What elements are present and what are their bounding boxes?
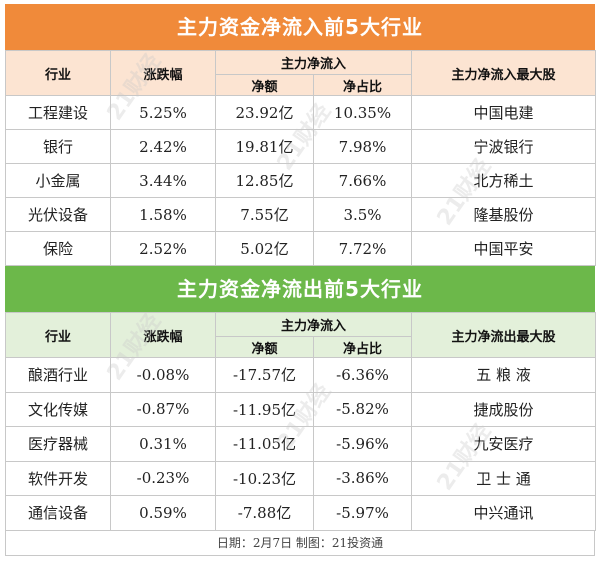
net-cell: -7.88亿 bbox=[215, 495, 314, 531]
header-industry: 行业 bbox=[5, 312, 111, 358]
header-main-inflow: 主力净流入 bbox=[214, 312, 413, 337]
ratio-cell: 3.5% bbox=[312, 197, 413, 232]
inflow-header-row: 行业 涨跌幅 主力净流入 主力净流入最大股 bbox=[5, 50, 597, 96]
ratio-cell: -5.96% bbox=[312, 426, 413, 462]
top-stock-cell: 隆基股份 bbox=[411, 197, 597, 232]
change-cell: 0.31% bbox=[110, 426, 216, 462]
net-cell: -11.95亿 bbox=[215, 391, 314, 427]
industry-cell: 小金属 bbox=[5, 163, 111, 198]
header-net: 净额 bbox=[215, 74, 314, 96]
net-cell: -11.05亿 bbox=[215, 426, 314, 462]
table-row: 工程建设 5.25% 23.92亿 10.35% 中国电建 bbox=[5, 95, 597, 130]
industry-cell: 酿酒行业 bbox=[5, 357, 111, 393]
industry-cell: 工程建设 bbox=[5, 95, 111, 130]
change-cell: 5.25% bbox=[110, 95, 216, 130]
industry-cell: 保险 bbox=[5, 231, 111, 266]
table-row: 小金属 3.44% 12.85亿 7.66% 北方稀土 bbox=[5, 163, 597, 198]
change-cell: -0.08% bbox=[110, 357, 216, 393]
header-change: 涨跌幅 bbox=[110, 312, 216, 358]
industry-cell: 医疗器械 bbox=[5, 426, 111, 462]
change-cell: 3.44% bbox=[110, 163, 216, 198]
top-stock-cell: 九安医疗 bbox=[411, 426, 597, 462]
inflow-subheader-row: 净额 净占比 bbox=[6, 74, 596, 96]
change-cell: 2.42% bbox=[110, 129, 216, 164]
industry-cell: 软件开发 bbox=[5, 460, 111, 496]
net-cell: 23.92亿 bbox=[215, 95, 314, 130]
top-stock-cell: 捷成股份 bbox=[411, 391, 597, 427]
change-cell: -0.23% bbox=[110, 460, 216, 496]
header-top-stock: 主力净流入最大股 bbox=[411, 50, 597, 96]
ratio-cell: -3.86% bbox=[312, 460, 413, 496]
table-row: 光伏设备 1.58% 7.55亿 3.5% 隆基股份 bbox=[5, 197, 597, 232]
top-stock-cell: 中国电建 bbox=[411, 95, 597, 130]
net-cell: 12.85亿 bbox=[215, 163, 314, 198]
header-ratio: 净占比 bbox=[312, 336, 413, 358]
ratio-cell: 7.98% bbox=[312, 129, 413, 164]
table-row: 通信设备 0.59% -7.88亿 -5.97% 中兴通讯 bbox=[5, 495, 597, 531]
net-cell: -17.57亿 bbox=[215, 357, 314, 393]
net-cell: 19.81亿 bbox=[215, 129, 314, 164]
table-row: 文化传媒 -0.87% -11.95亿 -5.82% 捷成股份 bbox=[5, 391, 597, 427]
header-top-stock: 主力净流出最大股 bbox=[411, 312, 597, 358]
outflow-subheader-row: 净额 净占比 bbox=[6, 336, 596, 358]
table-row: 软件开发 -0.23% -10.23亿 -3.86% 卫 士 通 bbox=[5, 460, 597, 496]
ratio-cell: -5.97% bbox=[312, 495, 413, 531]
inflow-title: 主力资金净流入前5大行业 bbox=[5, 4, 595, 50]
industry-cell: 银行 bbox=[5, 129, 111, 164]
net-cell: -10.23亿 bbox=[215, 460, 314, 496]
inflow-table: 行业 涨跌幅 主力净流入 主力净流入最大股 净额 净占比 工程建设 5.25% 23… bbox=[5, 50, 597, 266]
outflow-header-row: 行业 涨跌幅 主力净流入 主力净流出最大股 bbox=[5, 312, 597, 358]
top-stock-cell: 中国平安 bbox=[411, 231, 597, 266]
industry-cell: 通信设备 bbox=[5, 495, 111, 531]
ratio-cell: 7.72% bbox=[312, 231, 413, 266]
outflow-title: 主力资金净流出前5大行业 bbox=[5, 266, 595, 312]
ratio-cell: 10.35% bbox=[312, 95, 413, 130]
header-net: 净额 bbox=[215, 336, 314, 358]
header-ratio: 净占比 bbox=[312, 74, 413, 96]
change-cell: 1.58% bbox=[110, 197, 216, 232]
top-stock-cell: 中兴通讯 bbox=[411, 495, 597, 531]
ratio-cell: -6.36% bbox=[312, 357, 413, 393]
header-change: 涨跌幅 bbox=[110, 50, 216, 96]
change-cell: 0.59% bbox=[110, 495, 216, 531]
industry-cell: 光伏设备 bbox=[5, 197, 111, 232]
fund-flow-report: 主力资金净流入前5大行业 行业 涨跌幅 主力净流入 主力净流入最大股 净额 净占… bbox=[5, 4, 597, 556]
header-main-inflow: 主力净流入 bbox=[214, 50, 413, 75]
footer-caption: 日期：2月7日 制图：21投资通 bbox=[5, 530, 595, 556]
net-cell: 7.55亿 bbox=[215, 197, 314, 232]
ratio-cell: -5.82% bbox=[312, 391, 413, 427]
industry-cell: 文化传媒 bbox=[5, 391, 111, 427]
top-stock-cell: 卫 士 通 bbox=[411, 460, 597, 496]
header-industry: 行业 bbox=[5, 50, 111, 96]
table-row: 医疗器械 0.31% -11.05亿 -5.96% 九安医疗 bbox=[5, 426, 597, 462]
change-cell: 2.52% bbox=[110, 231, 216, 266]
ratio-cell: 7.66% bbox=[312, 163, 413, 198]
table-row: 保险 2.52% 5.02亿 7.72% 中国平安 bbox=[5, 231, 597, 266]
top-stock-cell: 五 粮 液 bbox=[411, 357, 597, 393]
top-stock-cell: 宁波银行 bbox=[411, 129, 597, 164]
table-row: 银行 2.42% 19.81亿 7.98% 宁波银行 bbox=[5, 129, 597, 164]
top-stock-cell: 北方稀土 bbox=[411, 163, 597, 198]
net-cell: 5.02亿 bbox=[215, 231, 314, 266]
outflow-table: 行业 涨跌幅 主力净流入 主力净流出最大股 净额 净占比 酿酒行业 -0.08% -… bbox=[5, 312, 597, 531]
table-row: 酿酒行业 -0.08% -17.57亿 -6.36% 五 粮 液 bbox=[5, 357, 597, 393]
change-cell: -0.87% bbox=[110, 391, 216, 427]
